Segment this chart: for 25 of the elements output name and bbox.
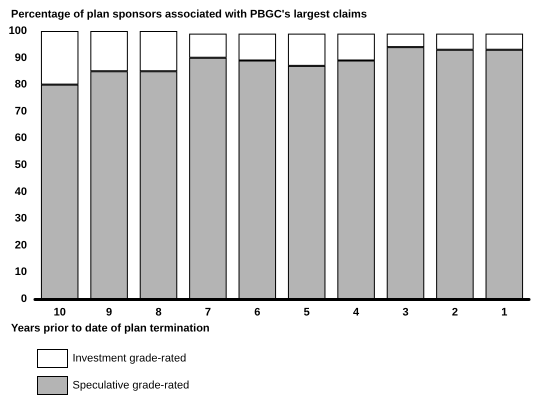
- y-tick-label: 0: [20, 293, 27, 305]
- x-tick-label: 5: [304, 306, 310, 318]
- x-tick-label: 6: [254, 306, 260, 318]
- y-tick-label: 80: [14, 78, 27, 91]
- x-tick-label: 8: [155, 306, 162, 318]
- legend-label: Investment grade-rated: [72, 352, 186, 364]
- x-tick-label: 9: [106, 306, 112, 318]
- chart-title: Percentage of plan sponsors associated with PBGC's largest claims: [11, 8, 367, 20]
- y-tick-label: 60: [14, 132, 27, 144]
- x-tick-label: 1: [501, 306, 508, 318]
- x-tick-label: 7: [204, 306, 211, 318]
- x-tick-label: 3: [402, 306, 409, 318]
- y-tick-label: 70: [14, 105, 27, 118]
- x-tick-label: 4: [353, 306, 360, 318]
- x-tick-label: 2: [452, 306, 458, 318]
- legend-label: Speculative grade-rated: [72, 380, 190, 392]
- x-axis-title: Years prior to date of plan termination: [11, 322, 210, 334]
- x-tick-label: 10: [54, 306, 66, 318]
- y-tick-label: 100: [8, 25, 27, 37]
- y-tick-label: 90: [14, 52, 27, 64]
- y-tick-label: 20: [14, 239, 27, 252]
- y-tick-label: 30: [14, 212, 27, 225]
- y-tick-label: 40: [14, 186, 27, 198]
- y-tick-label: 50: [14, 159, 27, 171]
- y-tick-label: 10: [14, 266, 27, 278]
